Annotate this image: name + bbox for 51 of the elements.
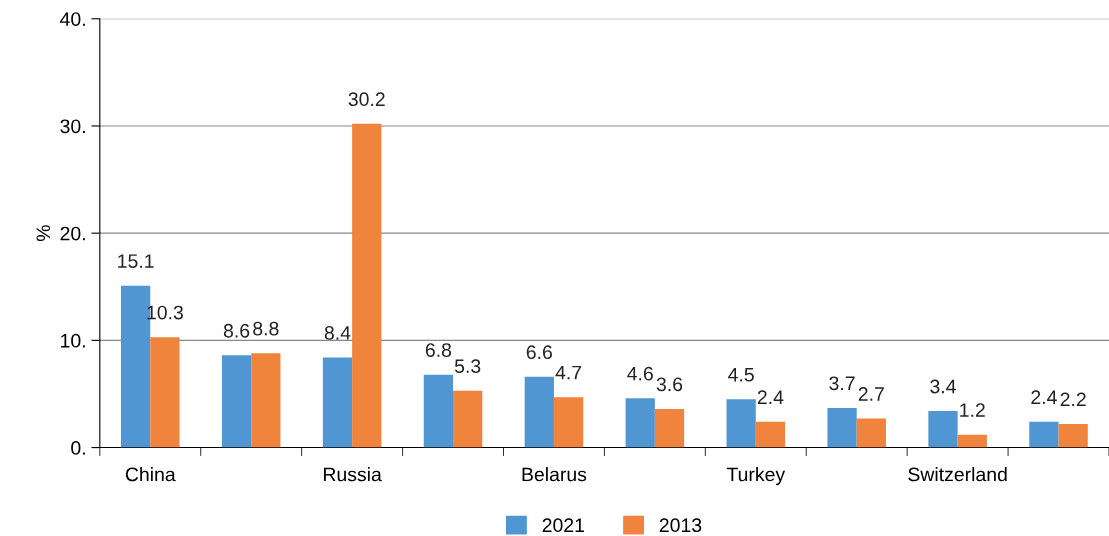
data-label: 3.4 bbox=[930, 379, 956, 394]
bar bbox=[221, 355, 252, 448]
bar bbox=[322, 357, 353, 448]
bar bbox=[524, 376, 554, 448]
data-label: 4.5 bbox=[728, 368, 754, 382]
data-label: 6.6 bbox=[526, 345, 552, 360]
data-label: 8.4 bbox=[324, 326, 351, 340]
bar bbox=[957, 434, 987, 448]
x-tick-label: Switzerland bbox=[908, 467, 1007, 482]
data-label: 3.7 bbox=[829, 376, 855, 391]
bar bbox=[251, 353, 281, 448]
data-label: 6.8 bbox=[425, 343, 452, 357]
data-label: 2.2 bbox=[1060, 392, 1086, 407]
bar bbox=[928, 411, 958, 448]
bar bbox=[654, 408, 685, 448]
bar bbox=[150, 337, 180, 448]
y-tick-label: 20. bbox=[60, 226, 85, 241]
data-label: 2.4 bbox=[1031, 390, 1057, 404]
bar bbox=[553, 397, 584, 448]
bar bbox=[453, 390, 483, 448]
data-label: 15.1 bbox=[118, 254, 154, 268]
bar bbox=[423, 374, 454, 448]
y-tick-label: 10. bbox=[61, 333, 85, 348]
data-label: 2.7 bbox=[858, 387, 884, 401]
bar bbox=[1029, 421, 1059, 448]
x-tick-label: Turkey bbox=[726, 467, 786, 486]
data-label: 4.6 bbox=[627, 366, 653, 381]
legend-label: 2013 bbox=[659, 518, 702, 533]
x-tick-label: Russia bbox=[323, 467, 382, 482]
data-label: 1.2 bbox=[960, 403, 985, 417]
bar bbox=[625, 398, 655, 448]
data-label: 2.4 bbox=[757, 390, 784, 404]
x-tick-label: China bbox=[125, 467, 176, 482]
x-tick-label: Belarus bbox=[522, 467, 587, 482]
y-axis-title: % bbox=[36, 225, 51, 242]
bar bbox=[352, 123, 382, 448]
data-label: 4.7 bbox=[555, 365, 582, 380]
bar bbox=[755, 421, 786, 448]
bar bbox=[856, 418, 886, 448]
data-label: 30.2 bbox=[348, 92, 385, 107]
legend-label: 2021 bbox=[542, 518, 585, 533]
bar bbox=[1058, 423, 1088, 448]
bar bbox=[827, 407, 857, 448]
data-label: 5.3 bbox=[454, 359, 481, 374]
data-label: 8.6 bbox=[223, 323, 250, 338]
bar bbox=[726, 399, 756, 448]
y-tick-label: 0. bbox=[71, 441, 85, 455]
y-tick-label: 40. bbox=[60, 12, 85, 26]
data-label: 3.6 bbox=[656, 377, 683, 392]
y-tick-label: 30. bbox=[60, 119, 85, 134]
data-label: 8.8 bbox=[253, 321, 279, 336]
